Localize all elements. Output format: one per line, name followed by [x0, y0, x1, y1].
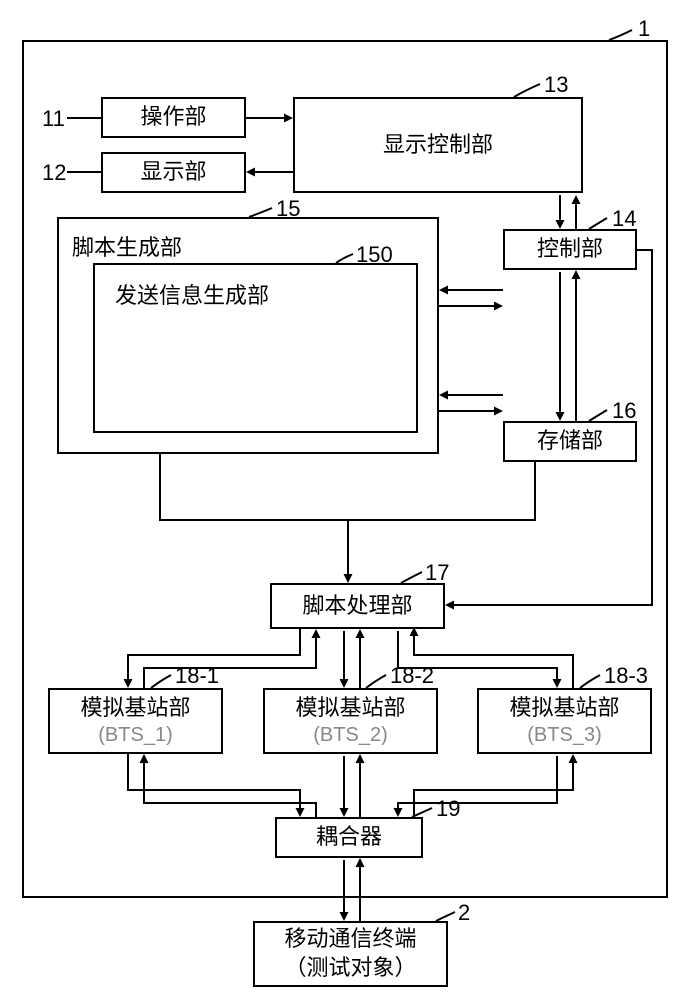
ref-1: 1 [638, 16, 650, 42]
box-bts-3: 模拟基站部 (BTS_3) [477, 688, 652, 754]
box-send-info-gen-text: 发送信息生成部 [115, 278, 269, 310]
box-bts-2-text: 模拟基站部 [295, 694, 405, 723]
box-display-control-text: 显示控制部 [383, 131, 493, 160]
box-mobile-terminal-l1: 移动通信终端 [284, 925, 416, 954]
ref-12: 12 [42, 160, 66, 186]
box-bts-1: 模拟基站部 (BTS_1) [48, 688, 223, 754]
box-script-proc: 脚本处理部 [270, 583, 445, 629]
box-script-proc-text: 脚本处理部 [302, 592, 412, 621]
box-operation: 操作部 [101, 97, 246, 138]
box-operation-text: 操作部 [140, 103, 206, 132]
box-bts-1-text: 模拟基站部 [80, 694, 190, 723]
box-storage-text: 存储部 [537, 427, 603, 456]
box-display: 显示部 [101, 152, 246, 193]
box-bts-2-sub: (BTS_2) [313, 722, 387, 748]
ref-15: 15 [276, 196, 300, 222]
box-control-text: 控制部 [537, 235, 603, 264]
ref-16: 16 [612, 398, 636, 424]
box-display-text: 显示部 [140, 158, 206, 187]
ref-13: 13 [544, 72, 568, 98]
ref-19: 19 [436, 796, 460, 822]
box-display-control: 显示控制部 [293, 97, 583, 193]
ref-17: 17 [425, 560, 449, 586]
ref-14: 14 [612, 206, 636, 232]
box-control: 控制部 [503, 229, 637, 270]
box-bts-3-text: 模拟基站部 [509, 694, 619, 723]
box-coupler: 耦合器 [275, 817, 423, 858]
box-script-gen-title: 脚本生成部 [72, 230, 182, 262]
ref-2: 2 [458, 900, 470, 926]
box-mobile-terminal-l2: （测试对象） [284, 954, 416, 983]
box-bts-1-sub: (BTS_1) [98, 722, 172, 748]
box-bts-3-sub: (BTS_3) [527, 722, 601, 748]
box-storage: 存储部 [503, 421, 637, 462]
ref-18-1: 18-1 [175, 663, 219, 689]
ref-150: 150 [356, 242, 393, 268]
ref-18-2: 18-2 [390, 663, 434, 689]
ref-11: 11 [42, 106, 65, 132]
box-mobile-terminal: 移动通信终端 （测试对象） [253, 921, 448, 987]
ref-18-3: 18-3 [604, 663, 648, 689]
box-coupler-text: 耦合器 [316, 823, 382, 852]
box-bts-2: 模拟基站部 (BTS_2) [263, 688, 438, 754]
